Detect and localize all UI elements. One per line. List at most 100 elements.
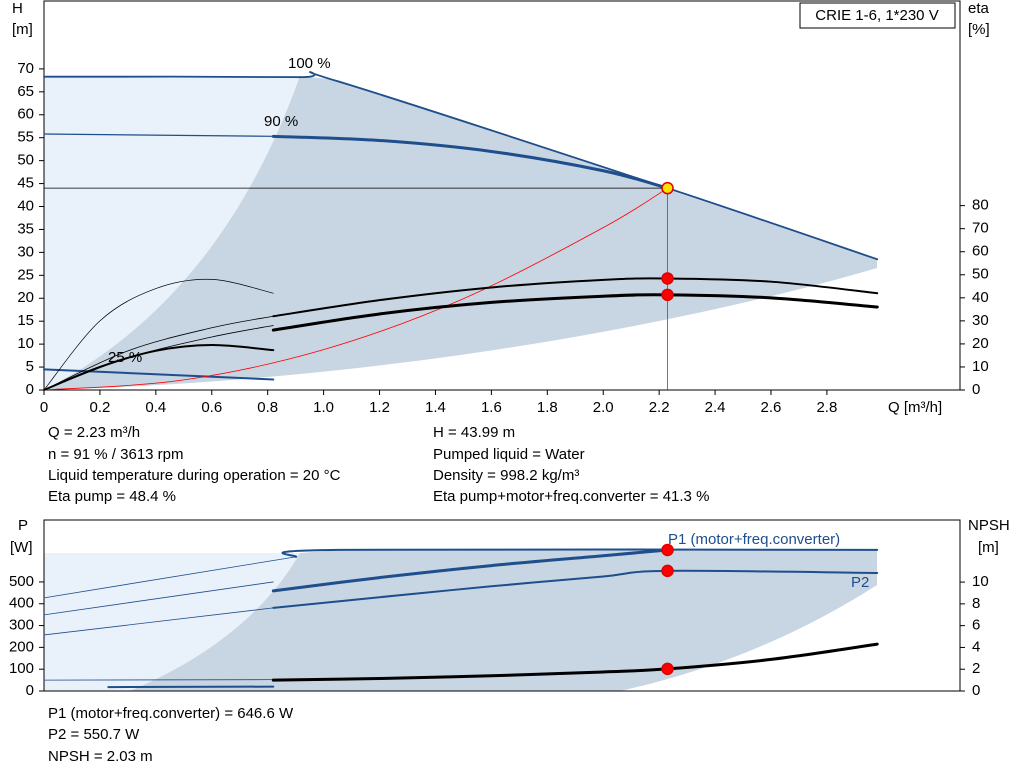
y2-tick-label: 0 <box>972 381 980 398</box>
operating-point <box>661 564 674 578</box>
y2-axis-unit: [%] <box>968 21 990 38</box>
title-box <box>799 2 956 29</box>
y2-tick-label: 6 <box>972 617 980 634</box>
y-tick-label: 300 <box>9 617 34 634</box>
operating-point <box>661 288 674 302</box>
y2-tick-label: 10 <box>972 358 989 375</box>
operating-point <box>661 662 674 676</box>
x-tick-label: 2.2 <box>649 399 670 416</box>
curve <box>271 134 670 190</box>
y-tick-label: 20 <box>17 289 34 306</box>
y2-tick-label: 10 <box>972 573 989 590</box>
curve <box>271 548 670 593</box>
curve <box>272 569 879 609</box>
y-tick-label: 70 <box>17 60 34 77</box>
info-text: P2 = 550.7 W <box>48 726 140 743</box>
y2-tick-label: 20 <box>972 335 989 352</box>
curve <box>43 315 274 391</box>
curve <box>43 581 274 616</box>
y-tick-label: 500 <box>9 573 34 590</box>
y-tick-label: 60 <box>17 106 34 123</box>
y2-axis-label: eta <box>968 0 990 17</box>
info-text: H = 43.99 m <box>433 424 515 441</box>
curve <box>43 344 275 391</box>
y-tick-label: 30 <box>17 243 34 260</box>
y-tick-label: 45 <box>17 175 34 192</box>
y-tick-label: 200 <box>9 638 34 655</box>
info-text: Eta pump = 48.4 % <box>48 488 176 505</box>
info-text: Eta pump+motor+freq.converter = 41.3 % <box>433 488 709 505</box>
info-text: NPSH = 2.03 m <box>48 748 153 765</box>
y2-tick-label: 8 <box>972 595 980 612</box>
x-tick-label: 0.4 <box>145 399 166 416</box>
curve <box>43 556 297 599</box>
y-tick-label: 65 <box>17 83 34 100</box>
y-tick-label: 25 <box>17 266 34 283</box>
info-text: n = 91 % / 3613 rpm <box>48 446 184 463</box>
x-tick-label: 1.4 <box>425 399 446 416</box>
y-tick-label: 5 <box>26 358 34 375</box>
range-region <box>44 76 877 390</box>
curve <box>43 607 274 636</box>
x-tick-label: 0.2 <box>89 399 110 416</box>
curve <box>43 187 668 391</box>
info-text: Liquid temperature during operation = 20… <box>48 467 341 484</box>
chart-title: CRIE 1-6, 1*230 V <box>815 7 938 24</box>
y-tick-label: 50 <box>17 152 34 169</box>
curve <box>43 71 879 261</box>
y-tick-label: 55 <box>17 129 34 146</box>
y2-tick-label: 50 <box>972 266 989 283</box>
x-tick-label: 1.6 <box>481 399 502 416</box>
info-text: Q = 2.23 m³/h <box>48 424 140 441</box>
x-tick-label: 0.8 <box>257 399 278 416</box>
y2-tick-label: 60 <box>972 243 989 260</box>
y-axis-unit: [m] <box>12 21 33 38</box>
curve-label: P2 <box>851 574 869 591</box>
plot-frame <box>43 0 961 391</box>
y-tick-label: 0 <box>26 381 34 398</box>
y2-tick-label: 70 <box>972 220 989 237</box>
x-tick-label: 2.8 <box>816 399 837 416</box>
curve <box>43 133 274 137</box>
y-axis-unit: [W] <box>10 539 33 556</box>
x-tick-label: 2.4 <box>705 399 726 416</box>
curve-label: 100 % <box>288 55 331 72</box>
curve <box>43 278 274 391</box>
y2-tick-label: 30 <box>972 312 989 329</box>
curve-label: 25 % <box>108 349 142 366</box>
y2-tick-label: 40 <box>972 289 989 306</box>
y-tick-label: 10 <box>17 335 34 352</box>
y-tick-label: 35 <box>17 220 34 237</box>
plot-frame <box>43 519 961 692</box>
y2-tick-label: 4 <box>972 638 980 655</box>
x-tick-label: 2.0 <box>593 399 614 416</box>
y2-axis-unit: [m] <box>978 539 999 556</box>
info-text: Pumped liquid = Water <box>433 446 585 463</box>
x-tick-label: 1.8 <box>537 399 558 416</box>
operating-point <box>661 543 674 557</box>
curve-label: P1 (motor+freq.converter) <box>668 531 840 548</box>
y-tick-label: 100 <box>9 660 34 677</box>
curve <box>271 293 879 332</box>
x-axis-label: Q [m³/h] <box>888 399 942 416</box>
operating-point <box>661 181 674 195</box>
operating-point <box>661 272 674 285</box>
y2-axis-label: NPSH <box>968 517 1010 534</box>
y-axis-label: H <box>12 0 23 17</box>
y-tick-label: 0 <box>26 682 34 699</box>
curve-label: 90 % <box>264 113 298 130</box>
info-text: Density = 998.2 kg/m³ <box>433 467 579 484</box>
info-text: P1 (motor+freq.converter) = 646.6 W <box>48 705 294 722</box>
x-tick-label: 1.0 <box>313 399 334 416</box>
curve <box>271 642 879 682</box>
y-tick-label: 15 <box>17 312 34 329</box>
curve <box>272 277 879 318</box>
x-tick-label: 0.6 <box>201 399 222 416</box>
x-tick-label: 1.2 <box>369 399 390 416</box>
light-region <box>44 76 300 390</box>
curve <box>281 548 879 558</box>
y-tick-label: 40 <box>17 197 34 214</box>
y-tick-label: 400 <box>9 595 34 612</box>
y2-tick-label: 0 <box>972 682 980 699</box>
